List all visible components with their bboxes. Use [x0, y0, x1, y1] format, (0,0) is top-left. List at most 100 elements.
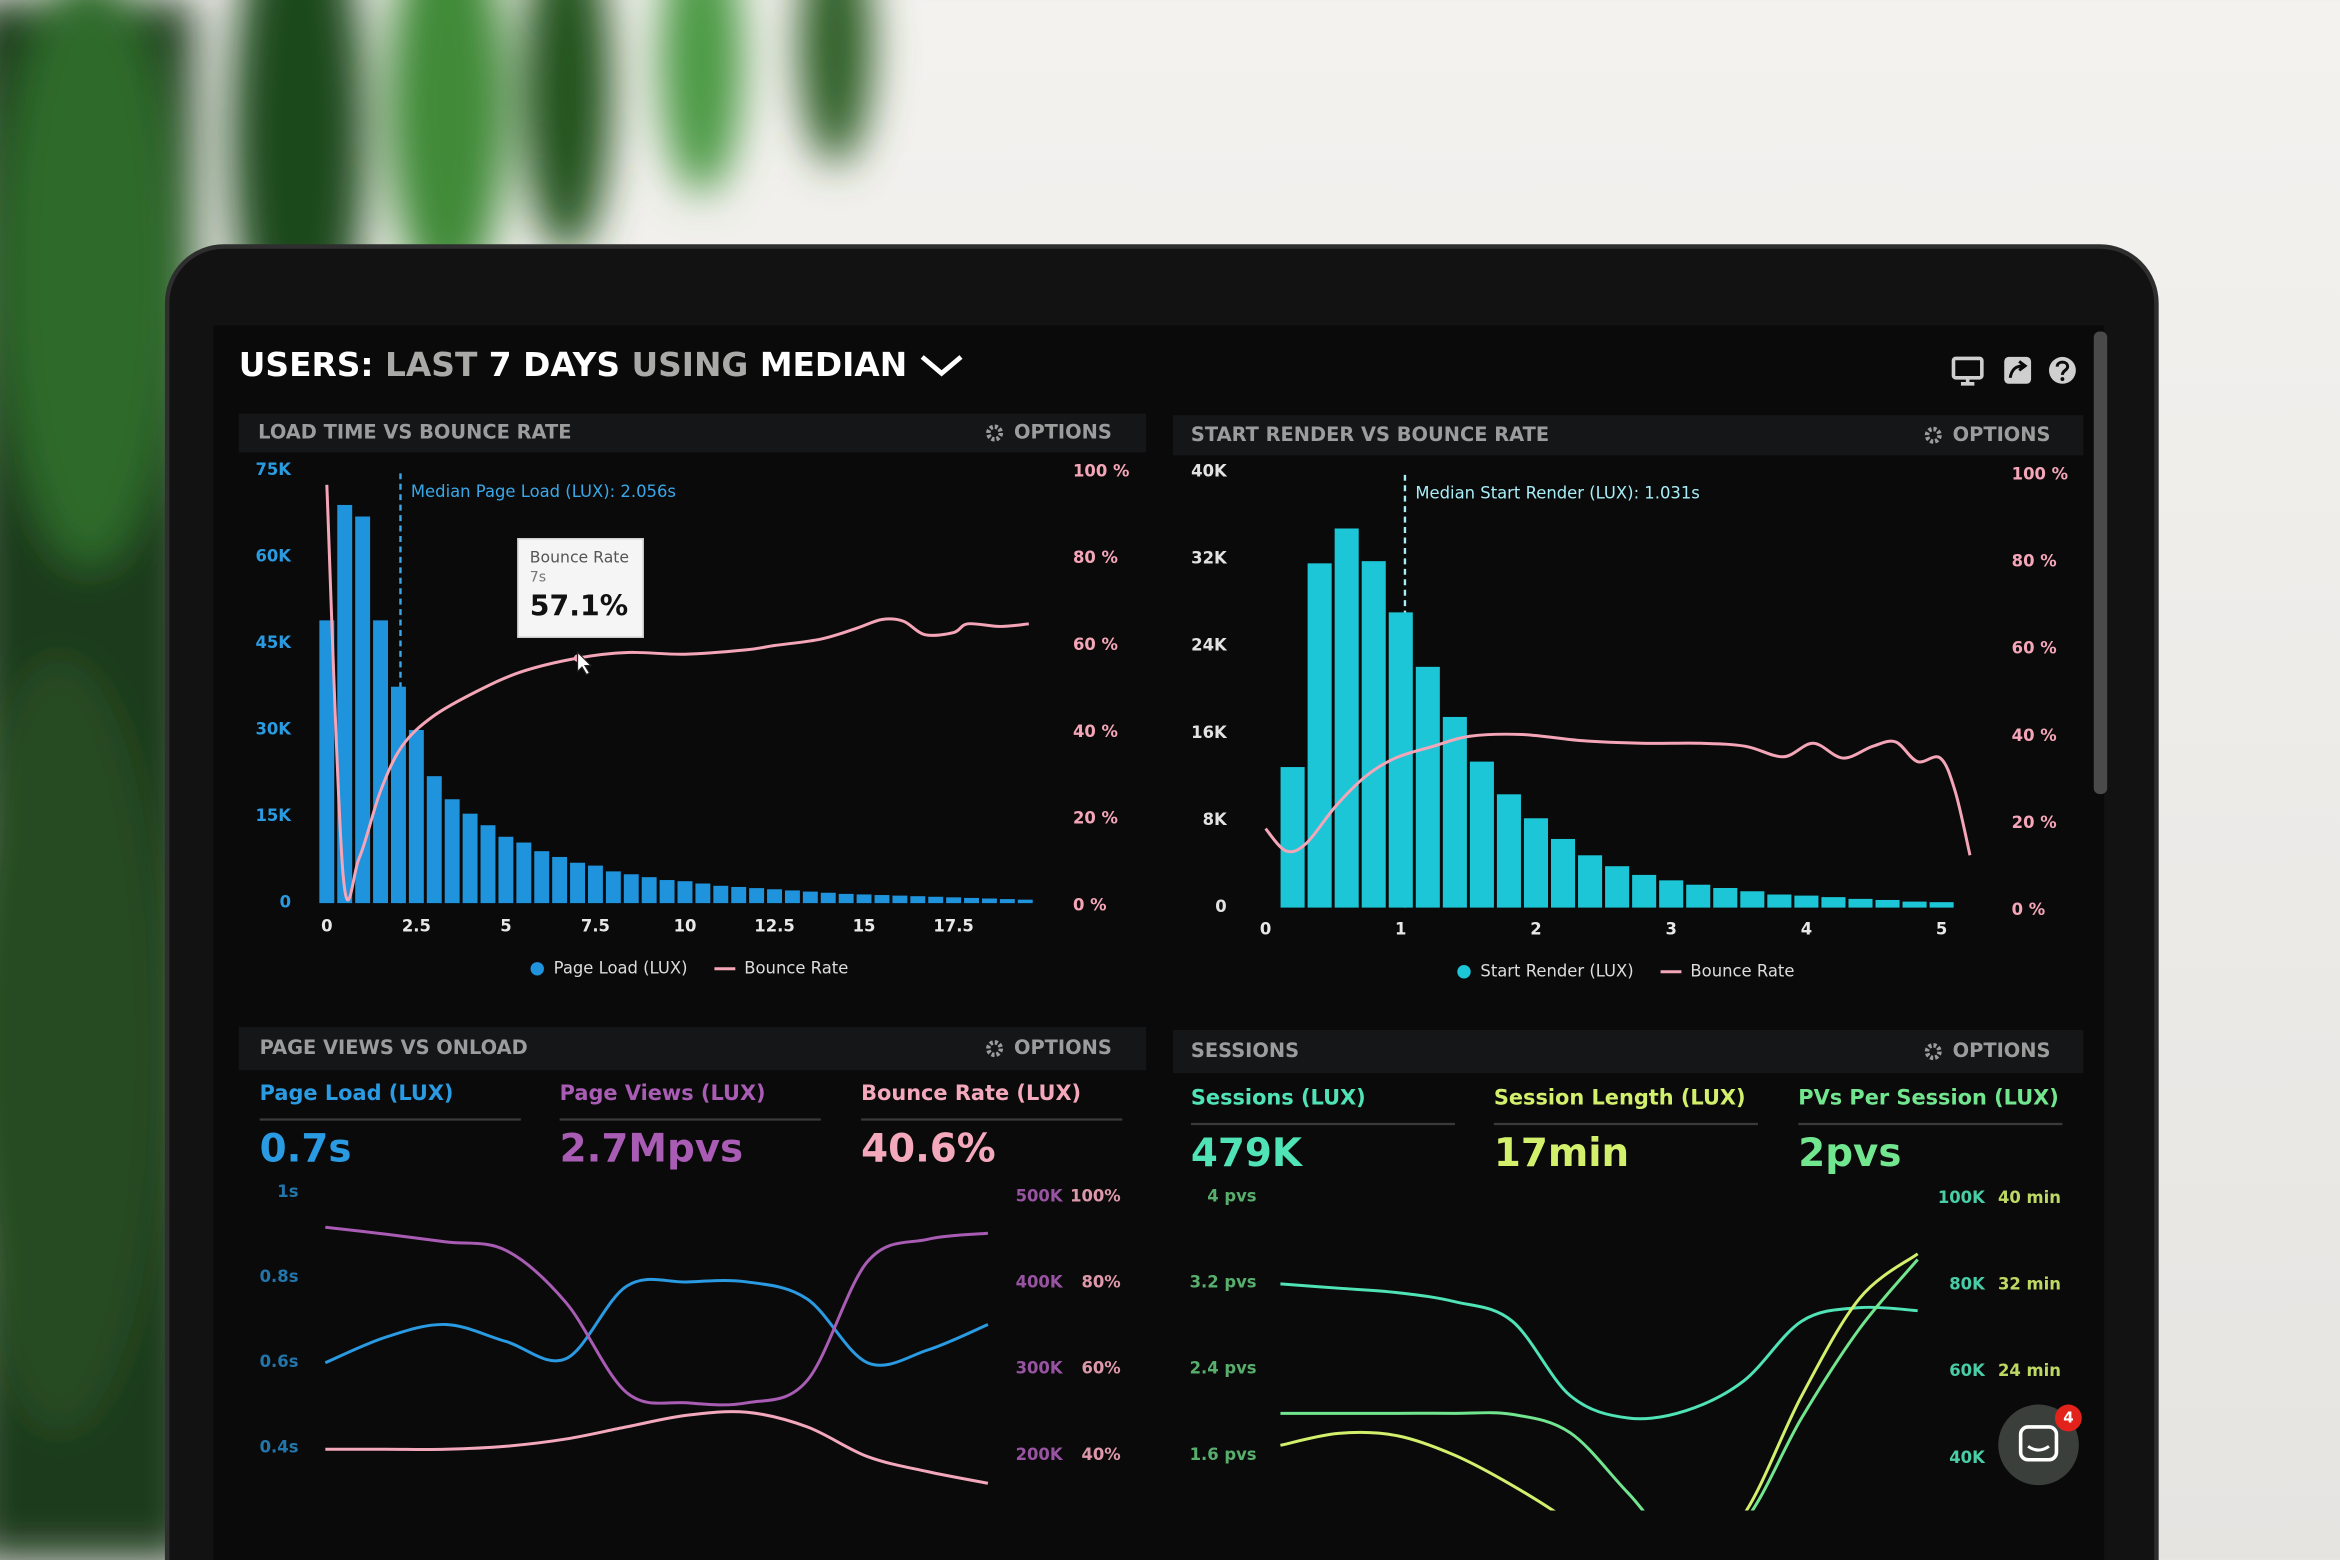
bounce-rate-line	[325, 484, 1029, 902]
gear-icon-hub	[1931, 1049, 1936, 1054]
y2-tick-label: 80 %	[1073, 548, 1118, 567]
bar	[1848, 898, 1873, 908]
bar	[373, 620, 389, 904]
options-button[interactable]: OPTIONS	[1014, 421, 1112, 444]
bar	[641, 877, 657, 904]
y2-tick-label: 80 %	[2012, 551, 2057, 570]
bar	[1523, 818, 1549, 908]
y-tick-label: 16K	[1191, 723, 1228, 742]
y2-tick-label: 100 %	[2012, 464, 2068, 483]
bar	[337, 504, 353, 904]
gear-icon	[986, 424, 1004, 442]
options-button[interactable]: OPTIONS	[1953, 1039, 2051, 1062]
dashboard-title[interactable]: USERS: LAST 7 DAYS USING MEDIAN	[239, 345, 908, 383]
gear-icon	[986, 1040, 1004, 1058]
plot	[324, 1225, 989, 1485]
axis-tick-label: 3.2 pvs	[1190, 1273, 1257, 1292]
series-line	[1280, 1258, 1919, 1511]
title-part: USING	[631, 345, 748, 383]
axis-tick-label: 100%	[1070, 1187, 1121, 1206]
y2-tick-label: 20 %	[2012, 813, 2057, 832]
legend-marker	[530, 962, 544, 976]
gear-icon-hub	[992, 1046, 997, 1051]
scrollbar[interactable]	[2093, 331, 2108, 795]
axis-tick-label: 200K	[1016, 1445, 1064, 1464]
bar	[713, 885, 729, 904]
median-label: Median Page Load (LUX): 2.056s	[411, 482, 676, 501]
share-icon[interactable]	[2004, 356, 2032, 384]
monitor-icon[interactable]	[1951, 356, 1984, 386]
panel-title: SESSIONS	[1191, 1039, 1299, 1062]
y-tick-label: 60K	[255, 546, 292, 565]
kpi-label: Page Views (LUX)	[560, 1081, 766, 1105]
x-tick-label: 12.5	[754, 916, 794, 935]
bar	[1794, 895, 1819, 908]
y2-tick-label: 0 %	[2012, 900, 2046, 919]
bar	[838, 893, 854, 904]
legend-label: Start Render (LUX)	[1480, 961, 1633, 980]
bar	[1334, 528, 1359, 908]
x-tick-label: 3	[1665, 919, 1676, 938]
y-tick-label: 0	[1215, 897, 1226, 916]
bar	[480, 825, 496, 904]
bar	[408, 730, 424, 904]
kpi-value: 479K	[1191, 1131, 1304, 1176]
bar	[802, 891, 818, 904]
y-tick-label: 30K	[255, 720, 292, 739]
options-button[interactable]: OPTIONS	[1953, 423, 2051, 446]
help-icon[interactable]	[2048, 356, 2076, 384]
kpi-label: PVs Per Session (LUX)	[1798, 1086, 2059, 1110]
legend-label: Page Load (LUX)	[554, 958, 688, 977]
kpi-label: Page Load (LUX)	[260, 1081, 454, 1105]
plot	[1280, 1252, 1919, 1511]
panel-title: START RENDER VS BOUNCE RATE	[1191, 423, 1549, 446]
axis-tick-label: 2.4 pvs	[1190, 1359, 1257, 1378]
bar	[462, 813, 478, 904]
dropdown-chevron[interactable]	[920, 355, 963, 377]
screen	[213, 325, 2105, 1560]
axis-tick-label: 100K	[1938, 1188, 1986, 1207]
kpi-label: Sessions (LUX)	[1191, 1086, 1366, 1110]
y2-tick-label: 60 %	[2012, 639, 2057, 658]
kpi-value: 17min	[1494, 1131, 1629, 1176]
x-tick-label: 0	[1260, 919, 1271, 938]
bar	[928, 896, 944, 904]
panel-title: PAGE VIEWS VS ONLOAD	[260, 1036, 528, 1059]
series-line	[325, 1410, 989, 1485]
bar	[587, 865, 603, 904]
bar	[1821, 897, 1846, 908]
series-line	[324, 1277, 989, 1367]
charts: LOAD TIME VS BOUNCE RATE OPTIONS015K30K45…	[238, 413, 2084, 1511]
kpi-value: 0.7s	[260, 1126, 352, 1171]
bar	[1280, 767, 1305, 908]
series-line	[325, 1225, 989, 1407]
chat-badge: 4	[2063, 1409, 2073, 1427]
chart-panel: SESSIONS OPTIONS Sessions (LUX) 479K Session…	[1172, 1029, 2084, 1511]
x-tick-label: 4	[1801, 919, 1812, 938]
chart-panel: PAGE VIEWS VS ONLOAD OPTIONS Page Load (LU…	[238, 1026, 1147, 1485]
bar	[892, 895, 908, 904]
bar	[355, 516, 371, 904]
chat-widget[interactable]: 4	[1998, 1404, 2082, 1486]
bar	[319, 620, 335, 904]
axis-tick-label: 32 min	[1998, 1275, 2061, 1294]
median-label: Median Start Render (LUX): 1.031s	[1415, 484, 1699, 503]
y-tick-label: 8K	[1203, 810, 1228, 829]
bar	[1713, 887, 1738, 908]
legend-marker	[1457, 965, 1471, 979]
bar	[426, 776, 442, 904]
axis-tick-label: 1.6 pvs	[1190, 1445, 1257, 1464]
legend-label: Bounce Rate	[744, 958, 848, 977]
x-tick-label: 17.5	[933, 916, 973, 935]
bar	[516, 842, 532, 904]
options-button[interactable]: OPTIONS	[1014, 1036, 1112, 1059]
bar	[1415, 666, 1440, 908]
x-tick-label: 15	[853, 916, 876, 935]
plant	[0, 0, 874, 1560]
bar	[784, 890, 800, 904]
bar	[1767, 894, 1792, 908]
legend-label: Bounce Rate	[1690, 961, 1794, 980]
bar	[731, 886, 747, 904]
x-tick-label: 2.5	[402, 916, 431, 935]
